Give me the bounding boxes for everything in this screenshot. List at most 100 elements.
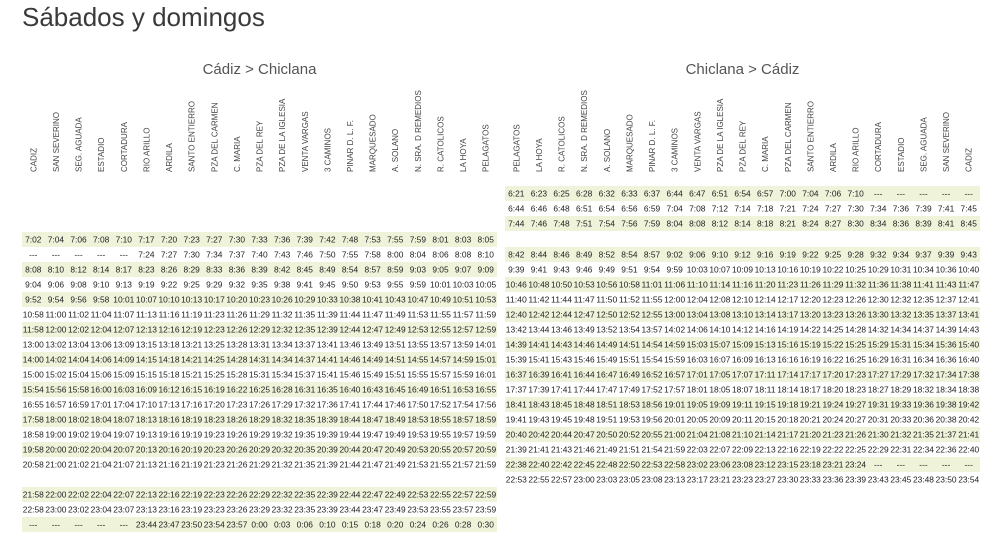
time-cell: 19:19 xyxy=(181,430,202,440)
time-cell: 10:53 xyxy=(574,280,595,290)
time-cell: 7:27 xyxy=(206,235,223,245)
row-stripe xyxy=(505,186,981,201)
time-cell: 14:22 xyxy=(800,325,821,335)
time-cell: 13:49 xyxy=(574,325,595,335)
time-cell: 6:25 xyxy=(553,189,570,199)
time-cell: 9:38 xyxy=(274,280,291,290)
time-cell: 11:42 xyxy=(528,295,549,305)
time-cell: 15:37 xyxy=(294,370,315,380)
time-cell: 10:53 xyxy=(475,295,496,305)
time-cell: 17:11 xyxy=(755,370,776,380)
row-stripe xyxy=(22,487,498,502)
time-cell: 11:44 xyxy=(339,310,360,320)
time-cell: 8:05 xyxy=(478,235,495,245)
time-cell: 15:15 xyxy=(136,370,157,380)
time-cell: 7:27 xyxy=(161,250,178,260)
time-cell: 23:57 xyxy=(226,520,247,530)
time-cell: 20:42 xyxy=(958,415,979,425)
time-cell: 7:20 xyxy=(161,235,178,245)
time-cell: 13:09 xyxy=(113,340,134,350)
time-cell: 8:42 xyxy=(274,265,291,275)
time-cell: 19:07 xyxy=(113,430,134,440)
time-cell: 7:12 xyxy=(712,204,729,214)
time-cell: 13:57 xyxy=(642,325,663,335)
time-cell: 11:26 xyxy=(226,310,247,320)
time-cell: 17:41 xyxy=(551,385,572,395)
time-cell: 15:01 xyxy=(475,355,496,365)
time-cell: 0:03 xyxy=(274,520,291,530)
time-cell: 19:55 xyxy=(430,430,451,440)
time-cell: 19:53 xyxy=(619,415,640,425)
time-cell: 9:32 xyxy=(229,280,246,290)
time-cell: 9:07 xyxy=(455,265,472,275)
time-cell: 7:44 xyxy=(508,219,525,229)
time-cell: --- xyxy=(29,520,38,530)
time-cell: 15:46 xyxy=(339,370,360,380)
column-header: PZA DEL CARMEN xyxy=(210,102,219,172)
time-cell: 17:07 xyxy=(732,370,753,380)
time-cell: 17:44 xyxy=(574,385,595,395)
time-cell: 19:31 xyxy=(868,400,889,410)
time-cell: 13:21 xyxy=(181,340,202,350)
time-cell: 13:51 xyxy=(385,340,406,350)
time-cell: 12:02 xyxy=(68,325,89,335)
time-cell: 12:14 xyxy=(755,295,776,305)
time-cell: 15:59 xyxy=(664,355,685,365)
time-cell: 7:00 xyxy=(780,189,797,199)
time-cell: 22:07 xyxy=(113,490,134,500)
time-cell: 6:57 xyxy=(757,189,774,199)
time-cell: 7:08 xyxy=(689,204,706,214)
time-cell: 12:00 xyxy=(45,325,66,335)
column-header: CADIZ xyxy=(965,148,974,172)
column-header: R. CATOLICOS xyxy=(436,116,445,172)
time-cell: 17:13 xyxy=(159,400,180,410)
time-cell: 12:35 xyxy=(913,295,934,305)
time-cell: 9:52 xyxy=(25,295,42,305)
time-cell: 20:02 xyxy=(68,445,89,455)
time-cell: 22:55 xyxy=(528,475,549,485)
time-cell: 9:13 xyxy=(116,280,133,290)
column-header: PINAR D. L. F. xyxy=(346,120,355,172)
time-cell: 17:16 xyxy=(181,400,202,410)
time-cell: 13:52 xyxy=(596,325,617,335)
time-cell: 14:46 xyxy=(339,355,360,365)
time-cell: 19:53 xyxy=(407,430,428,440)
time-cell: 22:04 xyxy=(91,490,112,500)
time-cell: 22:53 xyxy=(506,475,527,485)
time-cell: 13:44 xyxy=(528,325,549,335)
time-cell: 20:01 xyxy=(664,415,685,425)
time-cell: 12:17 xyxy=(777,295,798,305)
time-cell: 19:44 xyxy=(339,430,360,440)
time-cell: 8:26 xyxy=(161,265,178,275)
time-cell: 22:03 xyxy=(687,445,708,455)
time-cell: 7:42 xyxy=(319,235,336,245)
time-cell: 15:09 xyxy=(113,370,134,380)
column-header: PELAGATOS xyxy=(482,124,491,172)
time-cell: 23:15 xyxy=(777,460,798,470)
time-cell: 7:04 xyxy=(802,189,819,199)
time-cell: 0:18 xyxy=(364,520,381,530)
time-cell: --- xyxy=(74,250,83,260)
time-cell: 7:17 xyxy=(138,235,155,245)
row-stripe xyxy=(22,262,498,277)
time-cell: 13:35 xyxy=(913,310,934,320)
time-cell: 10:07 xyxy=(136,295,157,305)
time-cell: 21:49 xyxy=(596,445,617,455)
time-cell: 23:44 xyxy=(136,520,157,530)
time-cell: 16:41 xyxy=(551,370,572,380)
time-cell: 20:05 xyxy=(687,415,708,425)
time-cell: 7:30 xyxy=(183,250,200,260)
time-cell: 9:35 xyxy=(251,280,268,290)
column-header: ARDILA xyxy=(829,142,838,172)
time-cell: 13:26 xyxy=(845,310,866,320)
time-cell: 8:57 xyxy=(644,250,661,260)
time-cell: 9:25 xyxy=(183,280,200,290)
time-cell: 16:57 xyxy=(45,400,66,410)
time-cell: 14:01 xyxy=(475,340,496,350)
column-header: RIO ARILLO xyxy=(852,128,861,172)
time-cell: 9:19 xyxy=(780,250,797,260)
time-cell: 16:52 xyxy=(642,370,663,380)
time-cell: 21:58 xyxy=(23,490,44,500)
time-cell: 7:10 xyxy=(847,189,864,199)
time-cell: 0:06 xyxy=(297,520,314,530)
